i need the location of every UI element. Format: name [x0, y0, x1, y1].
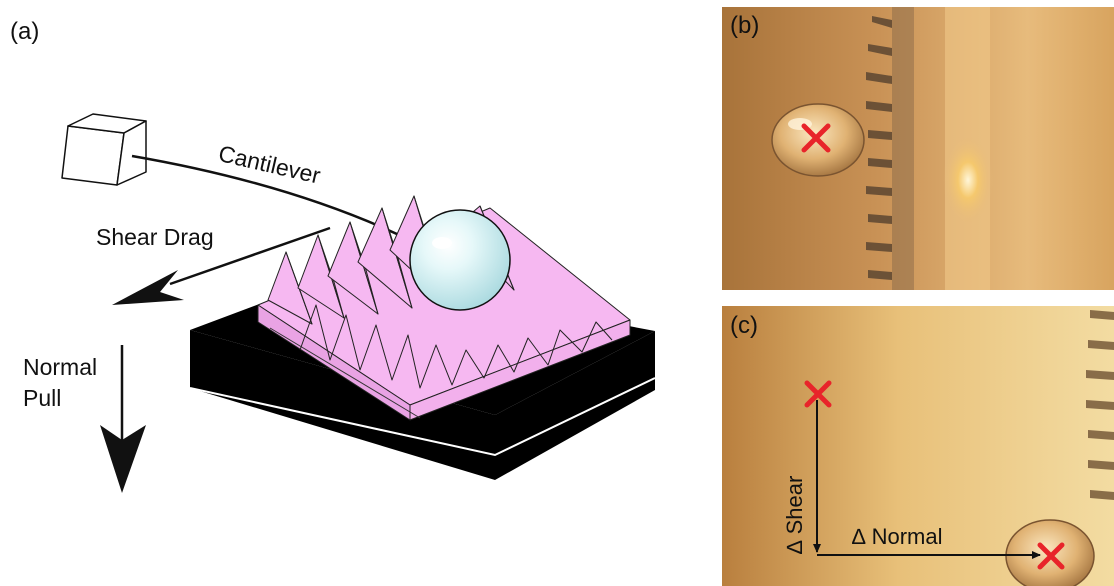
comb-edge-c [1086, 310, 1114, 500]
pull-label: Pull [23, 385, 62, 411]
photo-panel-c [722, 306, 1114, 586]
shear-drag-label: Shear Drag [96, 224, 214, 250]
panel-label-a: (a) [10, 18, 40, 45]
displacement-arrows [813, 400, 1041, 559]
shear-drag-arrow [112, 226, 331, 305]
marker-x-b [801, 123, 831, 153]
cantilever-holder [61, 113, 147, 186]
normal-label: Normal [23, 354, 98, 380]
photo-panel-b [722, 7, 1114, 290]
normal-pull-arrow [100, 345, 146, 493]
panel-label-b: (b) [730, 12, 760, 39]
panel-label-c: (c) [730, 312, 758, 339]
delta-shear-label: ∆ Shear [782, 475, 807, 554]
delta-normal-label: ∆ Normal [852, 524, 943, 549]
marker-x-c-start [804, 380, 832, 408]
sphere [409, 209, 511, 311]
schematic-panel [61, 113, 656, 493]
comb-edge-b [866, 7, 914, 290]
marker-x-c-end [1037, 542, 1065, 570]
